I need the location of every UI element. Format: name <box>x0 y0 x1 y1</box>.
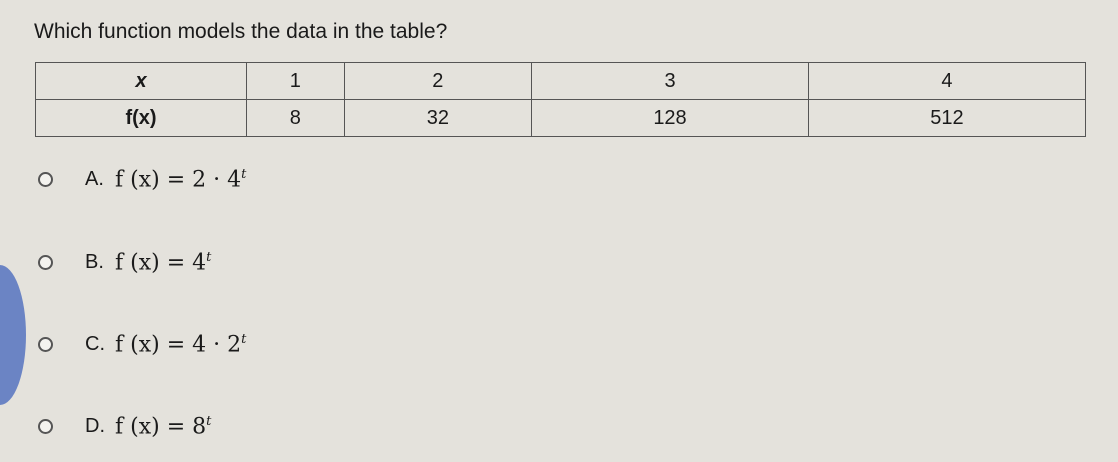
option-d[interactable]: D. f (x) = 8t <box>38 414 211 439</box>
option-letter: C. <box>85 333 105 356</box>
option-a[interactable]: A. f (x) = 2 · 4t <box>38 167 246 192</box>
option-letter: D. <box>85 415 105 438</box>
radio-button[interactable] <box>38 419 53 435</box>
option-letter: A. <box>85 168 104 191</box>
table-cell: 128 <box>531 99 809 137</box>
formula-exponent: t <box>241 167 247 182</box>
option-c[interactable]: C. f (x) = 4 · 2t <box>38 332 246 357</box>
option-formula: f (x) = 4 · 2t <box>115 332 246 357</box>
table-cell: 512 <box>807 99 1087 137</box>
formula-exponent: t <box>206 250 212 265</box>
formula-base: f (x) = 4 <box>115 250 207 276</box>
table-cell: 1 <box>246 62 345 100</box>
data-table: x 1 2 3 4 f(x) 8 32 128 512 <box>35 62 1087 137</box>
table-cell: 3 <box>531 62 809 100</box>
formula-base: f (x) = 2 · 4 <box>115 167 242 193</box>
question-text: Which function models the data in the ta… <box>34 20 448 43</box>
formula-exponent: t <box>206 414 212 429</box>
table-cell: 2 <box>343 62 533 100</box>
radio-button[interactable] <box>38 255 53 271</box>
formula-base: f (x) = 8 <box>115 414 207 440</box>
table-row-fx: f(x) 8 32 128 512 <box>35 99 1087 137</box>
radio-button[interactable] <box>38 337 53 353</box>
screen-overlay-shape <box>0 265 26 405</box>
table-cell: 8 <box>246 99 345 137</box>
row-header-x: x <box>35 62 247 100</box>
radio-button[interactable] <box>38 172 53 188</box>
option-formula: f (x) = 8t <box>115 414 211 439</box>
table-cell: 32 <box>343 99 533 137</box>
formula-base: f (x) = 4 · 2 <box>115 332 242 358</box>
table-row-x: x 1 2 3 4 <box>35 62 1087 100</box>
option-letter: B. <box>85 251 104 274</box>
table-cell: 4 <box>807 62 1087 100</box>
formula-exponent: t <box>241 332 247 347</box>
option-b[interactable]: B. f (x) = 4t <box>38 250 211 275</box>
option-formula: f (x) = 4t <box>115 250 211 275</box>
row-header-fx: f(x) <box>35 99 247 137</box>
option-formula: f (x) = 2 · 4t <box>115 167 246 192</box>
